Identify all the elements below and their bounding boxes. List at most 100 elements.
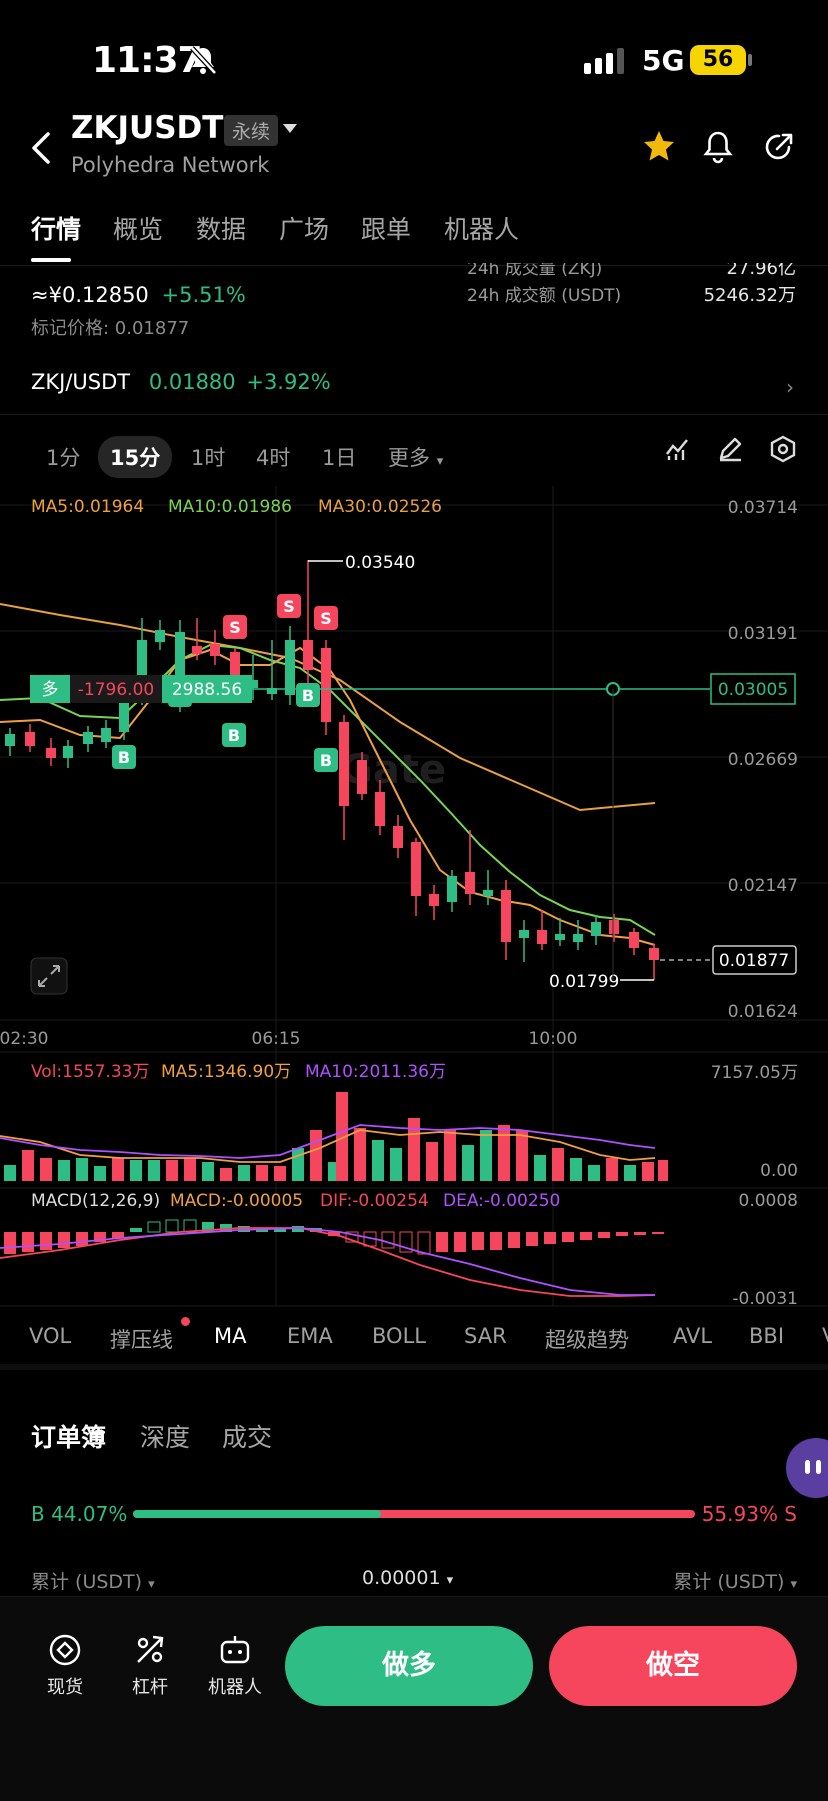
stat-value-volume: 27.96亿 <box>726 258 796 279</box>
vol-ma10-line <box>0 1124 656 1159</box>
ma5-line <box>0 646 656 946</box>
draw-pen-icon[interactable] <box>717 436 743 462</box>
leverage-icon[interactable] <box>133 1633 167 1667</box>
timeframe-1h[interactable]: 1时 <box>191 446 226 470</box>
candle-up <box>519 920 529 962</box>
indicator-more[interactable]: V <box>822 1324 828 1348</box>
y-tick: 0.02669 <box>728 750 798 770</box>
kline-chart[interactable]: MA5:0.01964 MA10:0.01986 MA30:0.02526 0.… <box>0 486 828 1316</box>
tab-bot[interactable]: 机器人 <box>444 215 520 244</box>
dif-line <box>0 1227 656 1297</box>
spot-pair-name: ZKJ/USDT <box>31 370 131 394</box>
robot-icon[interactable] <box>218 1633 252 1667</box>
divider <box>0 265 828 266</box>
y-tick: 0.03191 <box>728 624 798 644</box>
candle-up <box>63 740 73 768</box>
indicator-ma[interactable]: MA <box>214 1324 247 1348</box>
timeframe-1m[interactable]: 1分 <box>46 446 81 470</box>
buy-ratio-fill <box>133 1510 381 1518</box>
vol-bottom-label: 0.00 <box>760 1161 798 1181</box>
position-side-badge <box>30 675 70 703</box>
dif-value: DIF:-0.00254 <box>320 1191 429 1211</box>
low-label: 0.01799 <box>549 972 619 992</box>
candle-down <box>339 715 349 840</box>
buy-marker: B <box>296 683 320 707</box>
stat-label-turnover: 24h 成交额 (USDT) <box>467 286 622 306</box>
indicator-sar[interactable]: SAR <box>464 1324 507 1348</box>
indicator-boll[interactable]: BOLL <box>372 1324 426 1348</box>
vol-legend: Vol:1557.33万 <box>31 1062 149 1082</box>
price-precision-select[interactable]: 0.00001 ▾ <box>362 1567 453 1589</box>
candle-down <box>192 618 202 660</box>
candle-down <box>46 738 56 766</box>
tab-copy-trade[interactable]: 跟单 <box>361 215 412 244</box>
back-arrow-icon[interactable] <box>30 130 52 166</box>
position-entry-box <box>710 673 796 705</box>
candle-down <box>537 910 547 950</box>
network-type: 5G <box>642 44 685 77</box>
chevron-right-icon[interactable]: › <box>786 375 794 399</box>
battery-cap <box>748 54 752 66</box>
current-price-box <box>712 945 797 975</box>
tab-market[interactable]: 行情 <box>31 215 82 244</box>
candle-down <box>25 724 35 752</box>
star-icon[interactable] <box>642 130 676 162</box>
indicator-bbi[interactable]: BBI <box>749 1324 785 1348</box>
spot-label[interactable]: 现货 <box>47 1677 83 1698</box>
candle-up <box>591 915 601 945</box>
tab-orderbook[interactable]: 订单簿 <box>31 1423 107 1452</box>
svg-text:S: S <box>229 618 241 637</box>
dea-value: DEA:-0.00250 <box>443 1191 560 1211</box>
col-cumulative-left-label: 累计 (USDT) <box>31 1571 143 1593</box>
candle-up <box>573 920 583 950</box>
open-short-button[interactable]: 做空 <box>549 1626 797 1706</box>
new-dot-badge <box>181 1317 190 1326</box>
col-cumulative-left[interactable]: 累计 (USDT) ▾ <box>31 1567 155 1594</box>
indicator-ema[interactable]: EMA <box>287 1324 333 1348</box>
robot-label[interactable]: 机器人 <box>208 1677 262 1698</box>
share-icon[interactable] <box>763 131 795 163</box>
open-long-button[interactable]: 做多 <box>285 1626 533 1706</box>
timeframe-4h[interactable]: 4时 <box>256 446 291 470</box>
spot-pair-row[interactable]: ZKJ/USDT 0.01880 +3.92% <box>31 370 331 394</box>
ma30-line <box>0 603 656 812</box>
candle-down <box>649 944 659 980</box>
x-tick: 10:00 <box>529 1029 578 1049</box>
candle-down <box>429 885 439 920</box>
indicator-vol[interactable]: VOL <box>29 1324 72 1348</box>
indicator-supertrend[interactable]: 超级趋势 <box>545 1328 629 1352</box>
timeframe-more[interactable]: 更多 ▾ <box>376 436 455 478</box>
col-cumulative-right[interactable]: 累计 (USDT) ▾ <box>673 1567 797 1594</box>
symbol-title[interactable]: ZKJUSDT <box>71 110 224 146</box>
ma30-legend: MA30:0.02526 <box>318 497 442 517</box>
assistant-bubble-icon[interactable] <box>786 1438 828 1498</box>
sell-marker: S <box>277 594 301 618</box>
chevron-down-icon: ▾ <box>446 1573 454 1588</box>
vol-top-label: 7157.05万 <box>711 1063 798 1083</box>
spot-icon[interactable] <box>48 1633 82 1667</box>
candle-down <box>609 914 619 942</box>
expand-icon <box>30 957 68 995</box>
tab-square[interactable]: 广场 <box>279 215 330 244</box>
tab-depth[interactable]: 深度 <box>140 1423 191 1452</box>
position-side: 多 <box>42 680 59 700</box>
candle-down <box>303 560 313 700</box>
candle-up <box>101 720 111 748</box>
leverage-label[interactable]: 杠杆 <box>132 1677 168 1698</box>
tab-data[interactable]: 数据 <box>196 215 247 244</box>
settings-icon[interactable] <box>769 435 797 463</box>
timeframe-1d[interactable]: 1日 <box>322 446 357 470</box>
timeframe-more-label: 更多 <box>388 446 430 470</box>
bell-icon[interactable] <box>703 130 733 164</box>
contract-type-badge: 永续 <box>224 115 279 146</box>
indicator-support-resistance[interactable]: 撑压线 <box>110 1328 173 1352</box>
chevron-down-icon: ▾ <box>148 1577 155 1592</box>
candle-down <box>411 838 421 916</box>
indicator-avl[interactable]: AVL <box>673 1324 713 1348</box>
timeframe-15m[interactable]: 15分 <box>98 436 173 478</box>
symbol-dropdown-icon[interactable] <box>283 124 297 133</box>
candle-up <box>483 870 493 905</box>
indicator-icon[interactable] <box>665 436 691 462</box>
tab-overview[interactable]: 概览 <box>113 215 164 244</box>
tab-trades[interactable]: 成交 <box>222 1423 273 1452</box>
